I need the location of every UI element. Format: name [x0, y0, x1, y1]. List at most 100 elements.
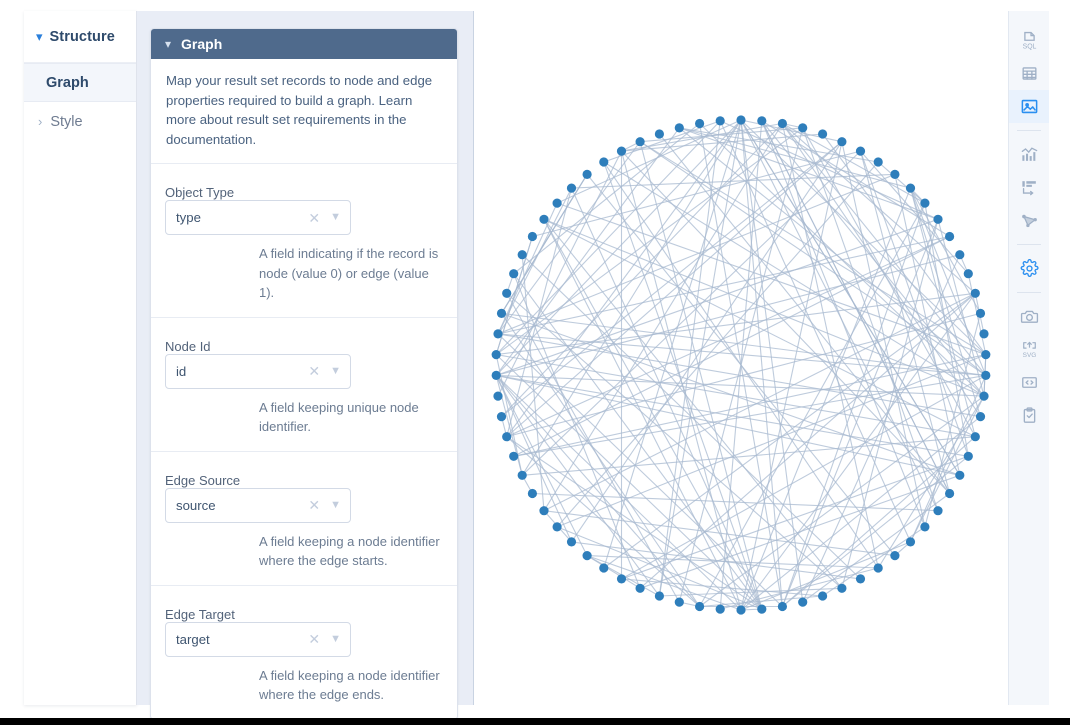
graph-node[interactable]: [496, 308, 507, 318]
chevron-down-icon[interactable]: ▼: [330, 632, 341, 645]
graph-node[interactable]: [979, 329, 989, 339]
graph-node[interactable]: [635, 137, 645, 147]
graph-node[interactable]: [736, 605, 746, 615]
graph-node[interactable]: [566, 537, 577, 547]
graph-node[interactable]: [736, 115, 746, 125]
toolbar-button-gear[interactable]: [1009, 252, 1050, 285]
graph-node[interactable]: [509, 451, 519, 461]
graph-node[interactable]: [539, 506, 549, 516]
toolbar-button-code-embed[interactable]: [1009, 366, 1050, 399]
graph-node[interactable]: [616, 574, 627, 584]
graph-node[interactable]: [798, 123, 808, 133]
close-icon[interactable]: ✕: [308, 497, 321, 513]
graph-node[interactable]: [945, 488, 955, 499]
graph-node[interactable]: [552, 522, 562, 532]
graph-node[interactable]: [981, 370, 991, 380]
sidebar-section-structure[interactable]: ▾ Structure: [24, 11, 136, 63]
graph-node[interactable]: [955, 250, 965, 260]
graph-node[interactable]: [509, 269, 519, 279]
graph-node[interactable]: [674, 123, 684, 133]
graph-node[interactable]: [905, 537, 916, 547]
graph-node[interactable]: [715, 116, 725, 126]
graph-node[interactable]: [491, 350, 501, 360]
graph-node[interactable]: [777, 601, 787, 612]
graph-node[interactable]: [539, 214, 549, 224]
graph-node[interactable]: [873, 157, 883, 167]
graph-node[interactable]: [566, 183, 577, 193]
graph-node[interactable]: [552, 198, 562, 208]
toolbar-button-camera[interactable]: [1009, 300, 1050, 333]
toolbar-button-network-graph[interactable]: [1009, 204, 1050, 237]
graph-node[interactable]: [955, 470, 965, 480]
graph-node[interactable]: [517, 250, 527, 260]
toolbar-button-transform-flow[interactable]: [1009, 171, 1050, 204]
close-icon[interactable]: ✕: [308, 209, 321, 226]
close-icon[interactable]: ✕: [308, 631, 321, 647]
graph-node[interactable]: [654, 129, 664, 139]
graph-node[interactable]: [945, 231, 955, 242]
graph-node[interactable]: [933, 214, 943, 224]
graph-node[interactable]: [818, 591, 828, 601]
toolbar-button-svg-export[interactable]: SVG: [1009, 333, 1050, 366]
object-type-select[interactable]: type ✕ ▼: [165, 200, 351, 235]
graph-node[interactable]: [757, 604, 767, 614]
graph-node[interactable]: [635, 583, 645, 593]
chevron-down-icon[interactable]: ▼: [330, 498, 341, 511]
graph-node[interactable]: [493, 329, 503, 339]
graph-node[interactable]: [975, 308, 986, 318]
toolbar-button-clipboard-check[interactable]: [1009, 399, 1050, 432]
graph-node[interactable]: [599, 157, 609, 167]
graph-node[interactable]: [491, 370, 501, 380]
sidebar-item-style[interactable]: › Style: [24, 102, 136, 141]
graph-node[interactable]: [654, 591, 664, 601]
graph-node[interactable]: [905, 183, 916, 193]
graph-node[interactable]: [855, 574, 866, 584]
chevron-down-icon[interactable]: ▼: [330, 364, 341, 377]
close-icon[interactable]: ✕: [308, 363, 321, 379]
graph-node[interactable]: [777, 118, 787, 129]
graph-node[interactable]: [582, 551, 592, 561]
graph-node[interactable]: [890, 551, 900, 561]
graph-canvas[interactable]: [474, 11, 1008, 704]
toolbar-button-bar-chart[interactable]: [1009, 138, 1050, 171]
graph-node[interactable]: [979, 391, 989, 401]
graph-node[interactable]: [837, 583, 847, 593]
graph-node[interactable]: [873, 563, 883, 573]
graph-node[interactable]: [818, 129, 828, 139]
graph-node[interactable]: [981, 350, 991, 360]
graph-node[interactable]: [970, 288, 980, 298]
graph-node[interactable]: [933, 506, 943, 516]
graph-node[interactable]: [970, 432, 980, 442]
graph-node[interactable]: [674, 597, 684, 607]
graph-node[interactable]: [715, 604, 725, 614]
graph-node[interactable]: [616, 146, 627, 156]
graph-node[interactable]: [798, 597, 808, 607]
graph-visualization-panel[interactable]: [473, 11, 1008, 705]
graph-node[interactable]: [695, 118, 705, 129]
graph-node[interactable]: [517, 470, 527, 480]
graph-node[interactable]: [837, 137, 847, 147]
toolbar-button-sql[interactable]: SQL: [1009, 24, 1050, 57]
graph-node[interactable]: [920, 522, 930, 532]
graph-node[interactable]: [496, 412, 507, 422]
graph-node[interactable]: [975, 412, 986, 422]
graph-node[interactable]: [963, 269, 973, 279]
node-id-select[interactable]: id ✕ ▼: [165, 353, 351, 389]
graph-node[interactable]: [527, 231, 537, 242]
graph-node[interactable]: [502, 432, 512, 442]
graph-node[interactable]: [695, 601, 705, 612]
graph-node[interactable]: [527, 488, 537, 499]
graph-node[interactable]: [920, 198, 930, 208]
graph-node[interactable]: [493, 391, 503, 401]
chevron-down-icon[interactable]: ▼: [330, 211, 341, 223]
graph-node[interactable]: [502, 288, 512, 298]
graph-card-header[interactable]: ▾ Graph: [151, 29, 457, 59]
graph-node[interactable]: [582, 169, 592, 179]
sidebar-item-graph[interactable]: Graph: [24, 63, 136, 102]
graph-node[interactable]: [855, 146, 866, 156]
graph-node[interactable]: [757, 116, 767, 126]
toolbar-button-table-grid[interactable]: [1009, 57, 1050, 90]
graph-node[interactable]: [890, 169, 900, 179]
graph-node[interactable]: [963, 451, 973, 461]
toolbar-button-image-chart[interactable]: [1009, 90, 1050, 123]
